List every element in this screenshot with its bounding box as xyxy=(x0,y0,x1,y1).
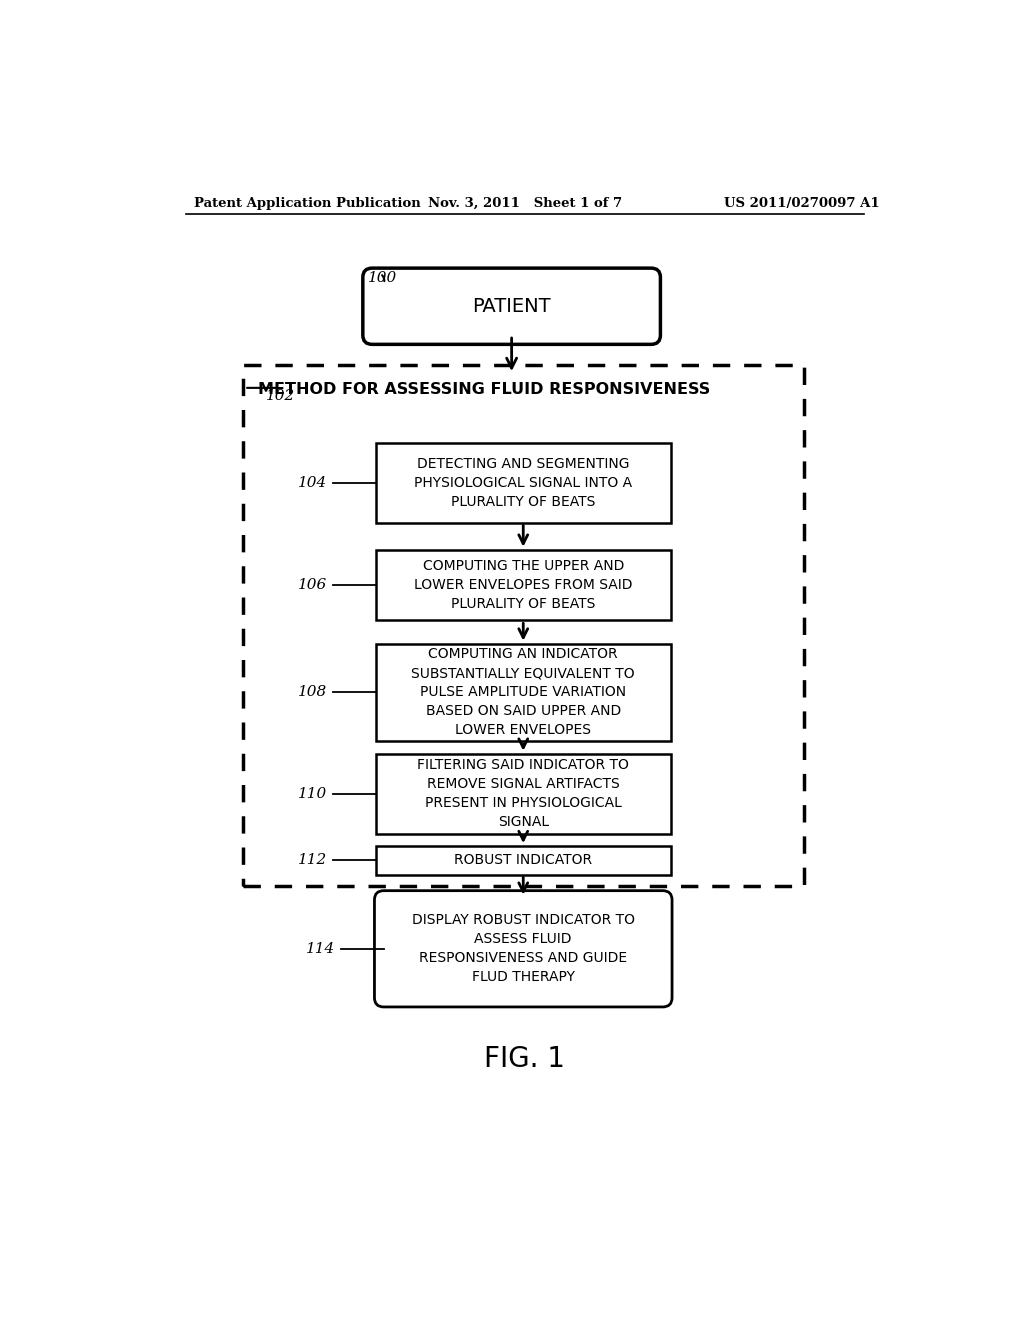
Text: Nov. 3, 2011   Sheet 1 of 7: Nov. 3, 2011 Sheet 1 of 7 xyxy=(428,197,622,210)
Text: FILTERING SAID INDICATOR TO
REMOVE SIGNAL ARTIFACTS
PRESENT IN PHYSIOLOGICAL
SIG: FILTERING SAID INDICATOR TO REMOVE SIGNA… xyxy=(418,758,629,829)
Text: 104: 104 xyxy=(298,477,328,490)
Text: 110: 110 xyxy=(298,787,328,801)
FancyBboxPatch shape xyxy=(376,444,671,523)
Text: 112: 112 xyxy=(298,853,328,867)
Text: 100: 100 xyxy=(369,271,397,285)
FancyBboxPatch shape xyxy=(243,364,804,886)
Text: 114: 114 xyxy=(306,941,335,956)
Text: DETECTING AND SEGMENTING
PHYSIOLOGICAL SIGNAL INTO A
PLURALITY OF BEATS: DETECTING AND SEGMENTING PHYSIOLOGICAL S… xyxy=(414,457,632,510)
Text: PATIENT: PATIENT xyxy=(472,297,551,315)
Text: 106: 106 xyxy=(298,578,328,591)
FancyBboxPatch shape xyxy=(376,754,671,834)
Text: COMPUTING AN INDICATOR
SUBSTANTIALLY EQUIVALENT TO
PULSE AMPLITUDE VARIATION
BAS: COMPUTING AN INDICATOR SUBSTANTIALLY EQU… xyxy=(412,648,635,738)
Text: DISPLAY ROBUST INDICATOR TO
ASSESS FLUID
RESPONSIVENESS AND GUIDE
FLUD THERAPY: DISPLAY ROBUST INDICATOR TO ASSESS FLUID… xyxy=(412,913,635,985)
Text: Patent Application Publication: Patent Application Publication xyxy=(194,197,421,210)
Text: 102: 102 xyxy=(266,388,295,403)
FancyBboxPatch shape xyxy=(376,644,671,742)
Text: 108: 108 xyxy=(298,685,328,700)
Text: METHOD FOR ASSESSING FLUID RESPONSIVENESS: METHOD FOR ASSESSING FLUID RESPONSIVENES… xyxy=(258,381,711,397)
Text: ROBUST INDICATOR: ROBUST INDICATOR xyxy=(455,853,592,867)
Text: COMPUTING THE UPPER AND
LOWER ENVELOPES FROM SAID
PLURALITY OF BEATS: COMPUTING THE UPPER AND LOWER ENVELOPES … xyxy=(414,560,633,611)
FancyBboxPatch shape xyxy=(362,268,660,345)
FancyBboxPatch shape xyxy=(376,549,671,620)
Text: FIG. 1: FIG. 1 xyxy=(484,1045,565,1073)
FancyBboxPatch shape xyxy=(376,846,671,875)
Text: US 2011/0270097 A1: US 2011/0270097 A1 xyxy=(724,197,880,210)
FancyBboxPatch shape xyxy=(375,891,672,1007)
